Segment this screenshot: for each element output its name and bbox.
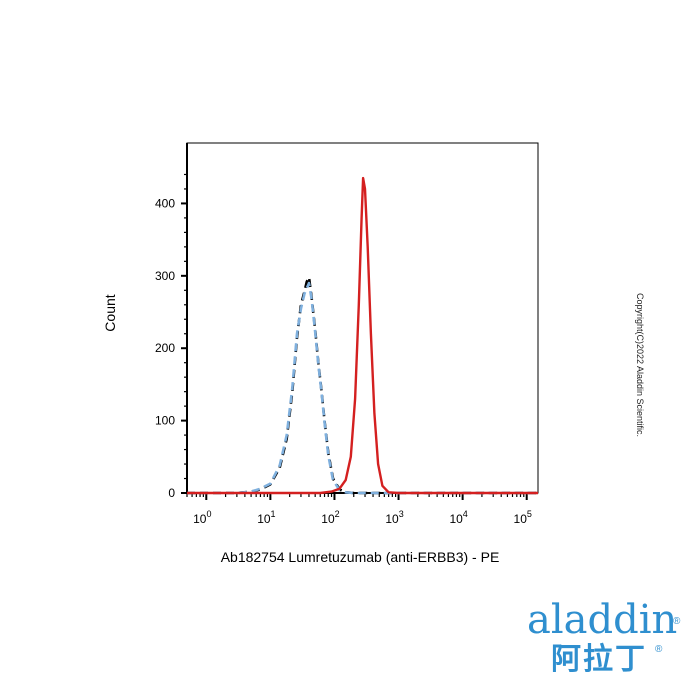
brand-chinese-wordmark: 阿拉丁 xyxy=(551,642,647,677)
x-tick-label: 104 xyxy=(449,509,467,526)
control-series-black-dashed xyxy=(187,275,538,495)
x-axis-label: Ab182754 Lumretuzumab (anti-ERBB3) - PE xyxy=(220,549,500,565)
y-tick-label: 400 xyxy=(155,196,175,210)
y-tick-label: 300 xyxy=(155,269,175,283)
registered-mark-cn: ® xyxy=(655,644,663,655)
control-series-blue-dashed xyxy=(187,281,538,495)
y-tick-label: 200 xyxy=(155,341,175,355)
x-tick-label: 105 xyxy=(514,509,532,526)
x-tick-label: 102 xyxy=(321,509,339,526)
x-tick-label: 103 xyxy=(385,509,403,526)
aladdin-logo: aladdin ® 阿拉丁 ® xyxy=(527,598,687,688)
series-layer xyxy=(187,176,538,495)
y-axis: 0 100 200 300 400 xyxy=(155,143,188,500)
x-tick-label: 101 xyxy=(257,509,275,526)
y-tick-label: 100 xyxy=(155,414,175,428)
y-tick-label: 0 xyxy=(168,486,175,500)
brand-latin-wordmark: aladdin xyxy=(527,597,678,643)
x-tick-label: 100 xyxy=(193,509,211,526)
x-axis: 100 101 102 103 104 105 xyxy=(186,492,538,526)
sample-series-red xyxy=(187,176,538,495)
copyright-text: Copyright(C)2022 Aladdin Scientific. xyxy=(635,292,645,438)
y-axis-label: Count xyxy=(102,294,118,332)
registered-mark: ® xyxy=(673,616,681,627)
